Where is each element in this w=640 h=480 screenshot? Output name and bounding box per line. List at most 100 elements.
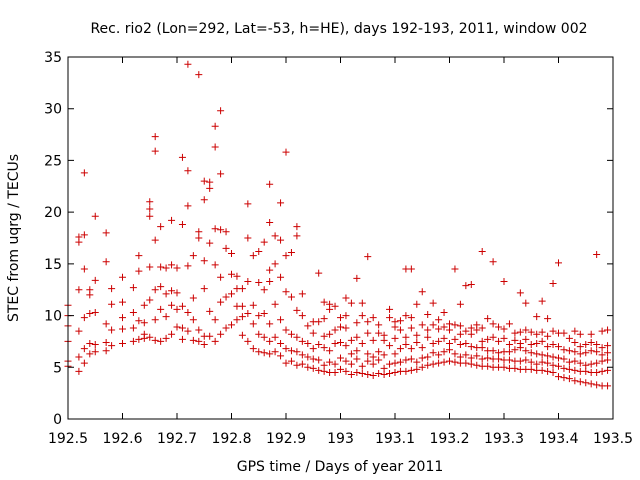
data-point — [418, 288, 426, 296]
data-point — [342, 367, 350, 375]
data-point — [598, 357, 606, 365]
data-point — [549, 280, 557, 288]
data-point — [582, 379, 590, 387]
data-point — [555, 373, 562, 381]
data-point — [228, 321, 235, 329]
x-tick-label: 192.6 — [102, 431, 142, 447]
data-point — [544, 367, 552, 375]
data-point — [102, 347, 110, 355]
data-point — [467, 360, 475, 368]
data-point — [407, 366, 415, 374]
data-point — [527, 365, 535, 373]
y-axis: 0 5 10 15 20 25 30 35 — [44, 50, 613, 428]
data-point — [108, 326, 116, 334]
data-point — [315, 269, 323, 277]
data-point — [456, 353, 464, 361]
data-point — [228, 290, 235, 298]
data-point — [129, 308, 137, 316]
data-point — [505, 320, 513, 328]
data-point — [391, 368, 399, 376]
data-point — [222, 324, 230, 332]
data-point — [315, 366, 323, 374]
data-point — [184, 60, 192, 68]
data-point — [522, 347, 530, 355]
data-point — [331, 339, 339, 347]
data-point — [304, 363, 312, 371]
data-point — [424, 311, 432, 319]
data-point — [478, 337, 486, 345]
data-point — [353, 355, 361, 363]
data-point — [80, 345, 88, 353]
data-point — [271, 333, 279, 341]
data-point — [320, 332, 328, 340]
data-point — [195, 234, 203, 242]
data-point — [282, 148, 290, 156]
data-point — [467, 281, 475, 289]
data-point — [309, 355, 317, 363]
data-point — [255, 278, 263, 286]
data-point — [369, 314, 377, 322]
data-point — [80, 314, 88, 322]
data-point — [282, 288, 290, 296]
data-point — [266, 350, 274, 358]
data-point — [260, 349, 268, 357]
data-point — [413, 365, 421, 373]
data-point — [189, 336, 197, 344]
data-point — [587, 330, 595, 338]
data-point — [309, 364, 317, 372]
data-point — [287, 357, 295, 365]
data-point — [402, 356, 410, 364]
data-point — [162, 313, 170, 321]
data-point — [386, 305, 394, 313]
data-point — [587, 380, 595, 388]
data-point — [331, 360, 339, 368]
y-tick-label: 30 — [44, 102, 62, 118]
data-point — [151, 236, 159, 244]
data-point — [119, 339, 126, 347]
data-point — [560, 374, 568, 382]
data-point — [260, 286, 268, 294]
data-point — [391, 359, 399, 367]
data-point — [369, 336, 377, 344]
data-point — [249, 301, 257, 309]
data-point — [255, 247, 263, 255]
data-point — [233, 272, 241, 280]
data-point — [511, 364, 519, 372]
data-point — [347, 299, 355, 307]
data-point — [380, 351, 388, 359]
data-point — [326, 358, 334, 366]
data-point — [347, 360, 355, 368]
data-point — [516, 339, 524, 347]
data-point — [244, 337, 252, 345]
data-point — [168, 330, 176, 338]
data-point — [249, 320, 257, 328]
data-point — [293, 223, 301, 231]
data-point — [473, 352, 481, 360]
data-point — [413, 358, 421, 366]
y-tick-label: 35 — [44, 50, 62, 66]
data-point — [593, 359, 601, 367]
data-point — [533, 350, 541, 358]
data-point — [544, 332, 552, 340]
data-point — [184, 308, 192, 316]
x-tick-label: 193.2 — [429, 431, 469, 447]
data-point — [533, 313, 541, 321]
data-point — [266, 277, 274, 285]
data-point — [478, 355, 486, 363]
data-point — [495, 349, 503, 357]
data-point — [140, 319, 148, 327]
data-point — [456, 300, 464, 308]
data-point — [146, 263, 154, 271]
data-point — [129, 284, 137, 292]
data-point — [228, 270, 235, 278]
data-point — [108, 285, 116, 293]
data-point — [75, 286, 83, 294]
data-point — [260, 238, 268, 246]
data-point — [402, 312, 410, 320]
data-point — [86, 339, 94, 347]
data-point — [587, 338, 595, 346]
data-point — [424, 326, 432, 334]
data-point — [211, 316, 219, 324]
data-point — [304, 339, 312, 347]
data-point — [467, 324, 475, 332]
